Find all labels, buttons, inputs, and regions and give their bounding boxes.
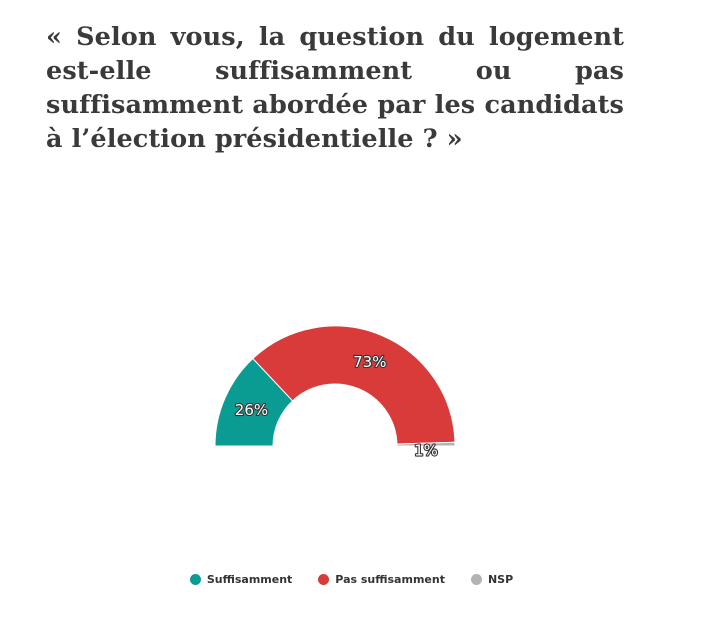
- legend-item-nsp[interactable]: NSP: [470, 573, 514, 586]
- legend: Suffisamment Pas suffisamment NSP: [0, 573, 703, 586]
- legend-item-suffisamment[interactable]: Suffisamment: [189, 573, 293, 586]
- chart-title: « Selon vous, la question du logement es…: [46, 22, 624, 154]
- legend-item-pas-suffisamment[interactable]: Pas suffisamment: [318, 573, 445, 586]
- data-label-pas-suffisamment: 73%: [353, 353, 386, 371]
- legend-dot-nsp-icon: [470, 574, 482, 585]
- data-label-suffisamment: 26%: [235, 401, 268, 419]
- legend-label-pas-suffisamment: Pas suffisamment: [335, 573, 445, 586]
- legend-dot-suffisamment-icon: [189, 574, 201, 585]
- data-label-nsp: 1%: [414, 442, 438, 460]
- slice-nsp[interactable]: [396, 441, 456, 447]
- slice-pas-suffisamment[interactable]: [252, 325, 456, 445]
- legend-label-suffisamment: Suffisamment: [206, 573, 293, 586]
- labels-group: 26% 73% 1%: [234, 352, 439, 461]
- legend-label-nsp: NSP: [487, 573, 514, 586]
- legend-dot-pas-suffisamment-icon: [318, 574, 330, 585]
- slices-group: [214, 325, 456, 447]
